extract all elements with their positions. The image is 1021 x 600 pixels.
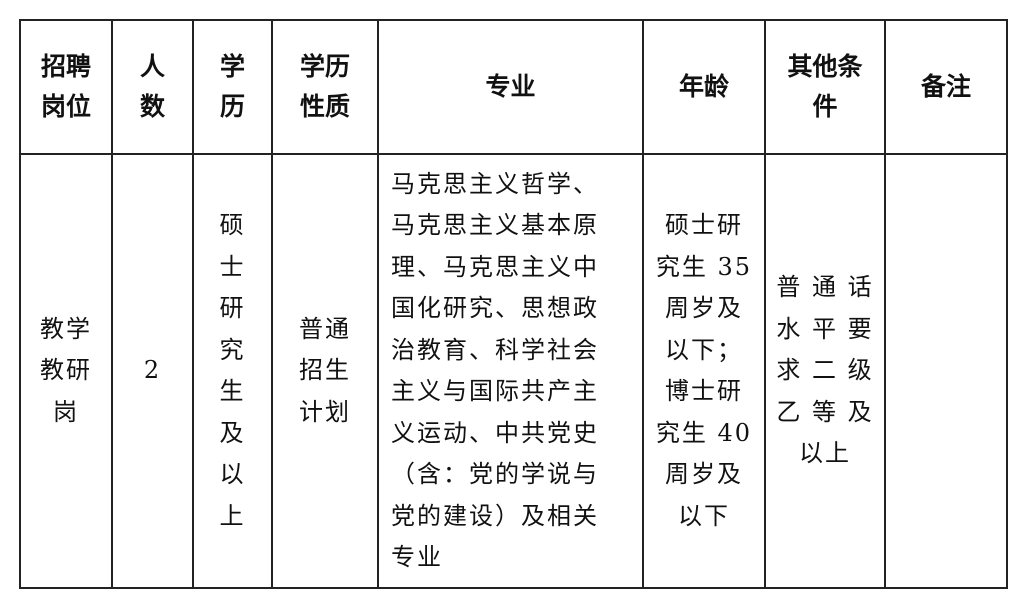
cell-text-line: 以上	[799, 439, 851, 468]
cell-text-line: 周岁及	[665, 294, 743, 322]
cell-text-line: 治教育、科学社会	[391, 335, 599, 364]
cell-text-line: （含：党的学说与	[391, 460, 599, 488]
cell-text-line: 士	[219, 252, 246, 281]
cell-text-line: 以下；	[665, 335, 743, 364]
header-age: 年龄	[642, 19, 766, 155]
cell-text-line: 性质	[299, 92, 350, 121]
cell-text-line: 马克思主义哲学、	[391, 169, 599, 198]
cell-notes	[884, 153, 1008, 589]
cell-text-line: 招生	[299, 356, 351, 385]
cell-text-line: 岗	[53, 397, 79, 426]
cell-text-line: 普通	[299, 314, 351, 343]
cell-text-line: 硕士研	[665, 211, 743, 239]
header-row: 招聘 岗位 人数 学历 学历 性质 专业 年龄 其他条件 备注	[19, 19, 1008, 155]
header-position: 招聘 岗位	[19, 19, 113, 155]
cell-text-line: 招聘	[40, 52, 91, 81]
cell-text-line: 专业	[391, 543, 443, 571]
cell-text-line: 上	[219, 501, 246, 530]
cell-text-line: 专业	[485, 72, 536, 101]
cell-text-line: 数	[139, 92, 165, 121]
cell-text-line: 乙 等 及	[776, 397, 874, 426]
cell-text-line: 2	[143, 356, 162, 385]
cell-count: 2	[111, 153, 194, 589]
cell-text-line: 究生 40	[655, 418, 753, 447]
cell-text-line: 以下	[678, 501, 730, 530]
cell-text-line: 普 通 话	[776, 273, 874, 302]
cell-education: 硕士研究生及以上	[192, 153, 273, 589]
recruitment-table: 招聘 岗位 人数 学历 学历 性质 专业 年龄 其他条件 备注 教学 教研岗 2 硕士…	[19, 19, 1008, 589]
cell-other-conditions: 普 通 话水 平 要求 二 级乙 等 及以上	[764, 153, 886, 589]
cell-text-line: 周岁及	[665, 460, 743, 488]
cell-text-line: 岗位	[40, 92, 91, 121]
cell-text-line: 国化研究、思想政	[391, 294, 599, 322]
cell-text-line: 博士研	[665, 377, 743, 405]
cell-text-line: 备注	[920, 72, 971, 101]
cell-text-line: 究	[219, 335, 246, 364]
cell-text-line: 党的建设）及相关	[391, 501, 599, 530]
table-row: 教学 教研岗 2 硕士研究生及以上 普通 招生 计划 马克思主义哲学、 马克思主义基本原…	[19, 153, 1008, 589]
cell-position: 教学 教研岗	[19, 153, 113, 589]
cell-text-line: 计划	[299, 397, 351, 426]
cell-text-line: 年龄	[678, 72, 729, 101]
cell-text-line: 及	[219, 418, 246, 447]
cell-age: 硕士研 究生 35 周岁及 以下； 博士研 究生 40 周岁及 以下	[642, 153, 766, 589]
cell-text-line: 人	[139, 52, 165, 81]
header-education: 学历	[192, 19, 273, 155]
header-other-conditions: 其他条件	[764, 19, 886, 155]
cell-text-line: 主义与国际共产主	[391, 377, 599, 405]
header-major: 专业	[377, 19, 644, 155]
cell-text-line: 件	[812, 92, 838, 121]
cell-text-line: 马克思主义基本原	[391, 211, 599, 239]
cell-text-line: 水 平 要	[776, 314, 874, 343]
cell-text-line: 生	[219, 377, 246, 405]
cell-education-type: 普通 招生 计划	[271, 153, 379, 589]
cell-text-line: 研	[219, 294, 246, 322]
cell-major: 马克思主义哲学、 马克思主义基本原 理、马克思主义中 国化研究、思想政 治教育、科学社会…	[377, 153, 644, 589]
cell-text-line: 历	[219, 92, 245, 121]
header-count: 人数	[111, 19, 194, 155]
cell-text-line: 义运动、中共党史	[391, 418, 599, 447]
cell-text-line: 硕	[219, 211, 246, 239]
cell-text-line: 学	[219, 52, 245, 81]
header-education-type: 学历 性质	[271, 19, 379, 155]
cell-text-line: 教研	[40, 356, 92, 385]
cell-text-line: 学历	[299, 52, 350, 81]
header-notes: 备注	[884, 19, 1008, 155]
cell-text-line: 教学	[40, 314, 92, 343]
cell-text-line: 理、马克思主义中	[391, 252, 599, 281]
cell-text-line: 以	[219, 460, 246, 488]
cell-text-line: 其他条	[787, 52, 863, 81]
cell-text-line: 究生 35	[655, 252, 753, 281]
cell-text-line: 求 二 级	[776, 356, 874, 385]
